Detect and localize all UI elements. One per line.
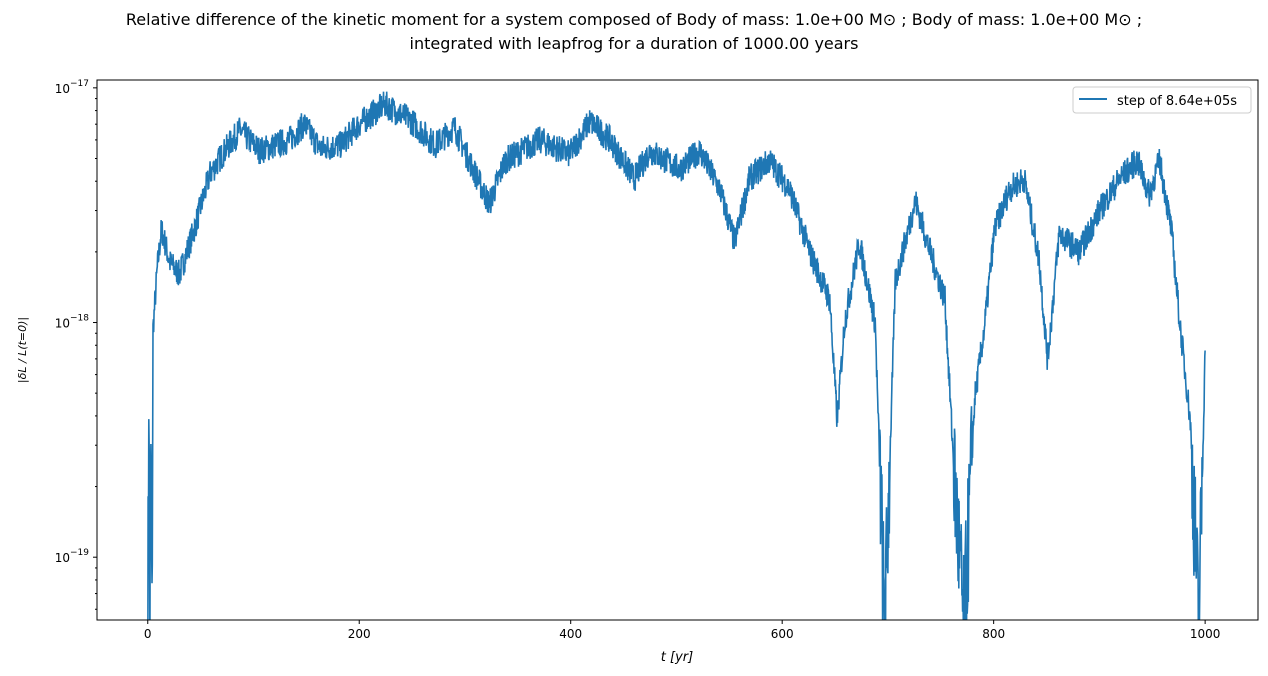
x-tick-label: 0 [144, 627, 152, 641]
legend-label: step of 8.64e+05s [1117, 94, 1237, 109]
axes-frame [96, 79, 1259, 621]
y-tick-label: 10−19 [55, 548, 90, 565]
x-tick-label: 400 [559, 627, 582, 641]
x-tick-label: 200 [348, 627, 371, 641]
chart-title-line-1: Relative difference of the kinetic momen… [125, 10, 1143, 29]
y-tick-label: 10−17 [55, 79, 89, 96]
chart-title-line-2: integrated with leapfrog for a duration … [409, 34, 859, 53]
legend: step of 8.64e+05s [1072, 86, 1252, 114]
y-tick-label: 10−18 [55, 314, 90, 331]
series-line-step-8.64e+05s [147, 91, 1206, 620]
x-tick-label: 800 [982, 627, 1005, 641]
x-tick-label: 1000 [1190, 627, 1221, 641]
x-axis-label: t [yr] [661, 650, 693, 665]
x-tick-label: 600 [771, 627, 794, 641]
y-axis-label: |δL / L(t=0)| [16, 317, 29, 383]
